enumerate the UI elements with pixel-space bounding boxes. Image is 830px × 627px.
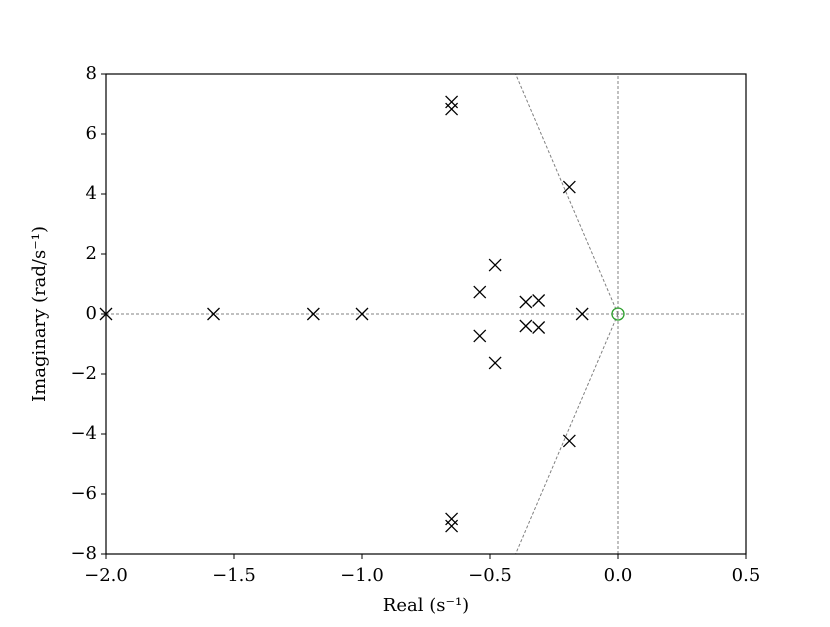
pole-marker: [519, 295, 533, 309]
zero-marker: [611, 307, 625, 321]
guide-line: [515, 313, 619, 555]
pole-marker: [207, 307, 220, 321]
pole-marker: [488, 356, 502, 370]
pole-marker: [473, 329, 487, 343]
pole-marker: [532, 321, 546, 334]
x-tick-label: −1.0: [340, 565, 384, 586]
pole-marker: [445, 512, 459, 526]
pole-marker: [473, 285, 487, 299]
x-tick-label: 0.5: [732, 565, 761, 586]
y-tick-label: 8: [86, 63, 97, 84]
pole-marker: [575, 307, 589, 321]
pole-marker: [445, 519, 459, 533]
x-tick-label: 0.0: [604, 565, 633, 586]
guide-line: [515, 73, 619, 315]
pole-marker: [562, 180, 576, 194]
pole-marker: [445, 95, 459, 109]
pole-marker: [306, 307, 320, 321]
y-tick-label: −4: [70, 423, 97, 444]
y-tick-label: 2: [86, 243, 97, 264]
x-tick-label: −0.5: [468, 565, 512, 586]
pole-marker: [519, 319, 533, 333]
pole-marker: [532, 294, 546, 307]
pole-marker: [99, 307, 113, 321]
y-tick-label: 0: [86, 303, 97, 324]
y-tick-label: −6: [70, 483, 97, 504]
pole-marker: [488, 258, 502, 272]
y-tick-label: −8: [70, 543, 97, 564]
pole-marker: [562, 434, 576, 448]
y-tick-label: 4: [86, 183, 97, 204]
pole-marker: [355, 307, 369, 321]
x-tick-label: −1.5: [212, 565, 256, 586]
x-tick-label: −2.0: [84, 565, 128, 586]
y-tick-label: −2: [70, 363, 97, 384]
x-axis-label: Real (s⁻¹): [383, 595, 469, 616]
y-axis-label: Imaginary (rad/s⁻¹): [29, 226, 50, 402]
pole-marker: [445, 102, 459, 116]
y-tick-label: 6: [86, 123, 97, 144]
